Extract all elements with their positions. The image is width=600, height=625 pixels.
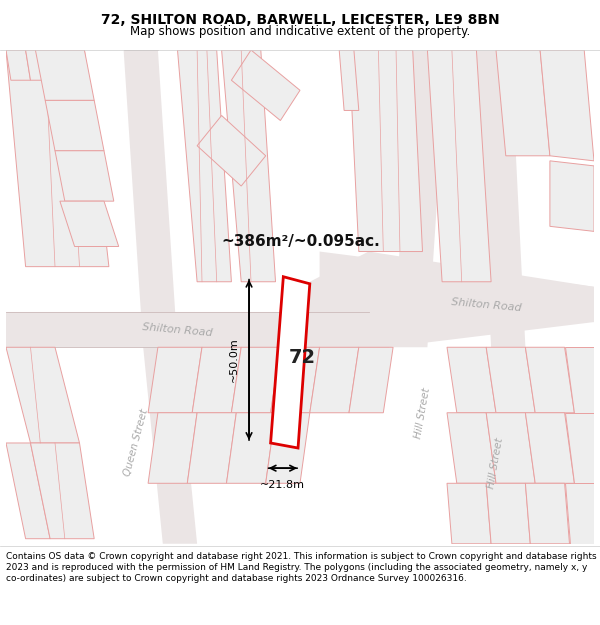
- Polygon shape: [232, 348, 280, 413]
- Text: Shilton Road: Shilton Road: [451, 297, 522, 313]
- Polygon shape: [227, 412, 275, 483]
- Polygon shape: [526, 483, 569, 544]
- Polygon shape: [60, 201, 119, 246]
- Polygon shape: [26, 50, 60, 80]
- Polygon shape: [6, 348, 79, 443]
- Text: Hill Street: Hill Street: [487, 437, 505, 489]
- Polygon shape: [540, 50, 594, 161]
- Polygon shape: [6, 50, 109, 267]
- Polygon shape: [192, 348, 241, 413]
- Text: 72, SHILTON ROAD, BARWELL, LEICESTER, LE9 8BN: 72, SHILTON ROAD, BARWELL, LEICESTER, LE…: [101, 12, 499, 26]
- Polygon shape: [486, 348, 535, 413]
- Polygon shape: [148, 348, 202, 413]
- Polygon shape: [45, 101, 104, 151]
- Polygon shape: [178, 50, 232, 282]
- Polygon shape: [476, 50, 526, 348]
- Text: Shilton Road: Shilton Road: [142, 322, 213, 338]
- Polygon shape: [266, 412, 310, 483]
- Polygon shape: [221, 50, 275, 282]
- Text: ~50.0m: ~50.0m: [229, 338, 239, 382]
- Polygon shape: [310, 348, 359, 413]
- Polygon shape: [486, 412, 535, 483]
- Polygon shape: [447, 483, 491, 544]
- Polygon shape: [349, 50, 422, 251]
- Polygon shape: [339, 50, 359, 111]
- Polygon shape: [271, 348, 320, 413]
- Text: Contains OS data © Crown copyright and database right 2021. This information is : Contains OS data © Crown copyright and d…: [6, 552, 596, 583]
- Polygon shape: [124, 50, 178, 348]
- Polygon shape: [197, 116, 266, 186]
- Polygon shape: [427, 50, 491, 282]
- Polygon shape: [31, 443, 94, 539]
- Text: Hill Street: Hill Street: [413, 386, 432, 439]
- Text: ~21.8m: ~21.8m: [260, 480, 305, 490]
- Text: ~386m²/~0.095ac.: ~386m²/~0.095ac.: [221, 234, 380, 249]
- Polygon shape: [6, 443, 50, 539]
- Polygon shape: [447, 348, 496, 413]
- Polygon shape: [565, 348, 594, 413]
- Polygon shape: [6, 312, 388, 348]
- Polygon shape: [349, 348, 393, 413]
- Polygon shape: [393, 50, 447, 348]
- Polygon shape: [447, 412, 496, 483]
- Polygon shape: [271, 277, 310, 448]
- Polygon shape: [187, 412, 236, 483]
- Polygon shape: [565, 483, 594, 544]
- Text: 72: 72: [289, 348, 316, 367]
- Polygon shape: [486, 483, 530, 544]
- Polygon shape: [310, 251, 594, 348]
- Text: Queen Street: Queen Street: [122, 408, 150, 478]
- Polygon shape: [320, 251, 594, 322]
- Polygon shape: [526, 348, 574, 413]
- Polygon shape: [565, 412, 594, 483]
- Polygon shape: [148, 412, 197, 483]
- Polygon shape: [232, 50, 300, 121]
- Polygon shape: [550, 161, 594, 231]
- Polygon shape: [55, 151, 114, 201]
- Text: Map shows position and indicative extent of the property.: Map shows position and indicative extent…: [130, 24, 470, 38]
- Polygon shape: [526, 412, 574, 483]
- Polygon shape: [35, 50, 94, 101]
- Polygon shape: [496, 50, 550, 156]
- Polygon shape: [6, 50, 31, 80]
- Polygon shape: [143, 348, 197, 544]
